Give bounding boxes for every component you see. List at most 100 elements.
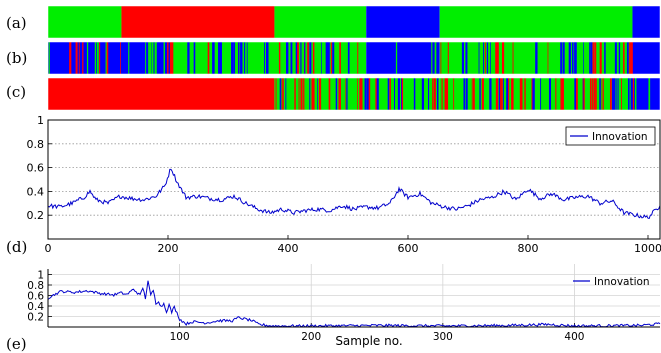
strip-b-stripe — [76, 42, 78, 74]
e-y-tick-label: 0.6 — [27, 291, 44, 303]
strip-c-stripe — [376, 78, 379, 110]
strip-b-stripe — [489, 42, 491, 74]
strip-c-stripe — [589, 78, 592, 110]
strip-b-frame — [47, 41, 661, 75]
strip-c-stripe — [634, 78, 637, 110]
d-x-tick-label: 0 — [45, 242, 52, 255]
strip-c-stripe — [575, 78, 578, 110]
strip-b-stripe — [347, 42, 350, 74]
strip-b-stripe — [128, 42, 130, 74]
legend-label-e: Innovation — [594, 276, 650, 288]
strip-c-stripe — [465, 78, 468, 110]
e-y-tick-label: 0.4 — [27, 301, 44, 313]
strip-b-stripe — [167, 42, 169, 74]
d-x-tick-label: 800 — [518, 242, 539, 255]
strip-c-stripe — [512, 78, 514, 110]
strip-a-segment — [439, 6, 633, 38]
strip-b-stripe — [231, 42, 233, 74]
strip-b-stripe — [264, 42, 265, 74]
strip-c-stripe — [560, 78, 562, 110]
strip-b-stripe — [568, 42, 571, 74]
strip-c-stripe — [328, 78, 331, 110]
strip-b-stripe — [496, 42, 499, 74]
strip-c-stripe — [441, 78, 443, 110]
strip-b-stripe — [501, 42, 505, 74]
strip-b-stripe — [357, 42, 359, 74]
strip-b-stripe — [395, 42, 398, 74]
strip-c-stripe — [428, 78, 430, 110]
strip-c-stripe — [366, 78, 369, 110]
strip-b-stripe — [149, 42, 152, 74]
strip-c-stripe — [498, 78, 501, 110]
strip-b-stripe — [330, 42, 332, 74]
strip-b-stripe — [86, 42, 89, 74]
d-x-tick-label: 400 — [278, 242, 299, 255]
strip-c-stripe — [555, 78, 557, 110]
strip-c-stripe — [489, 78, 492, 110]
strip-c-stripe — [511, 78, 513, 110]
strip-c-stripe — [609, 78, 612, 110]
strip-b-stripe — [629, 42, 631, 74]
strip-c-stripe — [617, 78, 619, 110]
panel-label-b: (b) — [6, 49, 27, 67]
strip-b-stripe — [286, 42, 289, 74]
strip-b-stripe — [304, 42, 306, 74]
strip-b-stripe — [604, 42, 606, 74]
strip-c-stripe — [532, 78, 535, 110]
strip-b-stripe — [583, 42, 584, 74]
strip-b-stripe — [267, 42, 269, 74]
strip-b-stripe — [626, 42, 629, 74]
strip-c-stripe — [357, 78, 358, 110]
strip-b-stripe — [240, 42, 243, 74]
strip-b-stripe — [325, 42, 329, 74]
strip-b-stripe — [332, 42, 335, 74]
strip-b-stripe — [486, 42, 489, 74]
strip-b-stripe — [307, 42, 309, 74]
strip-b-stripe — [594, 42, 597, 74]
innovation-line-e — [47, 280, 661, 328]
strip-b-stripe — [286, 42, 288, 74]
legend-d: Innovation — [565, 126, 656, 146]
strip-c-stripe — [421, 78, 424, 110]
strip-b-stripe — [614, 42, 617, 74]
strip-b-stripe — [238, 42, 240, 74]
strip-b-stripe — [169, 42, 172, 74]
strip-c-stripe — [479, 78, 481, 110]
strip-b-stripe — [300, 42, 302, 74]
legend-label-d: Innovation — [592, 131, 648, 143]
strip-c-stripe — [473, 78, 475, 110]
strip-b-stripe — [278, 42, 281, 74]
e-y-tick-label: 1 — [37, 270, 44, 282]
strip-c-stripe — [413, 78, 416, 110]
strip-b-stripe — [220, 42, 222, 74]
panel-label-a: (a) — [6, 14, 27, 32]
strip-b-stripe — [465, 42, 468, 74]
strip-c-stripe — [281, 78, 283, 110]
strip-b-stripe — [154, 42, 156, 74]
strip-c-stripe — [453, 78, 455, 110]
strip-c-stripe — [397, 78, 400, 110]
strip-c-stripe — [311, 78, 313, 110]
strip-c-stripe — [444, 78, 446, 110]
strip-c-stripe — [432, 78, 434, 110]
d-y-tick-label: 0.6 — [27, 162, 45, 175]
strip-c-stripe — [495, 78, 499, 110]
strip-b-stripe — [630, 42, 633, 74]
strip-c-stripe — [632, 78, 635, 110]
strip-b-stripe — [78, 42, 80, 74]
strip-b-stripe — [106, 42, 109, 74]
d-y-tick-label: 1 — [37, 114, 44, 127]
innovation-chart-d: 0.2 0.4 0.6 0.8 1 0 200 400 600 800 1000 Innovati… — [27, 114, 661, 255]
strip-b-stripe — [589, 42, 591, 74]
strip-c-stripe — [317, 78, 318, 110]
strip-c-stripe — [471, 78, 473, 110]
strip-b-stripe — [163, 42, 165, 74]
strip-b-stripe — [171, 42, 173, 74]
strip-c-stripe — [621, 78, 622, 110]
strip-b-stripe — [187, 42, 190, 74]
strip-b-stripe — [339, 42, 341, 74]
strip-b-stripe — [194, 42, 196, 74]
strip-b-segment — [366, 42, 440, 74]
strip-b-stripe — [96, 42, 99, 74]
